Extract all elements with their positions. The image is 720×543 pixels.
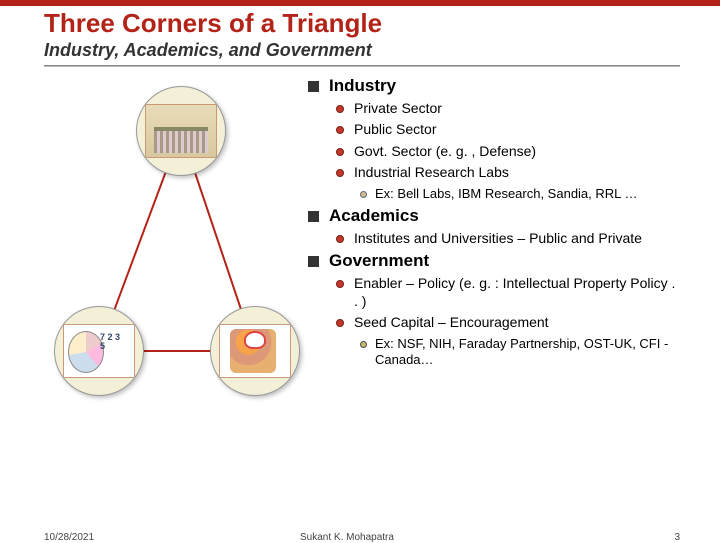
dot-bullet-icon [336, 235, 344, 243]
list-item: Govt. Sector (e. g. , Defense) [336, 143, 680, 161]
section-heading: Government [308, 251, 680, 271]
square-bullet-icon [308, 81, 319, 92]
dot-bullet-icon [336, 126, 344, 134]
list-item: Enabler – Policy (e. g. : Intellectual P… [336, 275, 680, 310]
list-item-label: Seed Capital – Encouragement [354, 314, 549, 332]
dot-bullet-icon [336, 148, 344, 156]
list-item-label: Industrial Research Labs [354, 164, 509, 182]
list-item: Seed Capital – Encouragement [336, 314, 680, 332]
sub-list-item: Ex: Bell Labs, IBM Research, Sandia, RRL… [360, 186, 680, 202]
section-heading: Industry [308, 76, 680, 96]
list-item-label: Enabler – Policy (e. g. : Intellectual P… [354, 275, 680, 310]
dot-bullet-icon [336, 280, 344, 288]
node-industry [136, 86, 226, 176]
list-item-label: Govt. Sector (e. g. , Defense) [354, 143, 536, 161]
sub-list-item: Ex: NSF, NIH, Faraday Partnership, OST-U… [360, 336, 680, 369]
industry-icon [145, 104, 217, 158]
footer-author: Sukant K. Mohapatra [300, 532, 394, 543]
list-item: Private Sector [336, 100, 680, 118]
title-block: Three Corners of a Triangle Industry, Ac… [0, 6, 720, 66]
academics-icon [63, 324, 135, 378]
dot-bullet-icon [360, 191, 367, 198]
list-item-label: Institutes and Universities – Public and… [354, 230, 642, 248]
dot-bullet-icon [336, 319, 344, 327]
section-label: Industry [329, 76, 396, 96]
node-government [210, 306, 300, 396]
section-heading: Academics [308, 206, 680, 226]
list-item-label: Public Sector [354, 121, 436, 139]
section-label: Academics [329, 206, 419, 226]
sub-list-item-label: Ex: NSF, NIH, Faraday Partnership, OST-U… [375, 336, 680, 369]
outline-content: Industry Private Sector Public Sector Govt.… [304, 72, 680, 432]
slide-title: Three Corners of a Triangle [44, 9, 720, 38]
triangle-diagram [44, 72, 304, 432]
government-icon [219, 324, 291, 378]
dot-bullet-icon [336, 105, 344, 113]
list-item: Industrial Research Labs [336, 164, 680, 182]
footer-page-number: 3 [674, 532, 680, 543]
list-item: Institutes and Universities – Public and… [336, 230, 680, 248]
node-academics [54, 306, 144, 396]
slide-body: Industry Private Sector Public Sector Govt.… [0, 66, 720, 432]
slide-subtitle: Industry, Academics, and Government [44, 40, 720, 61]
dot-bullet-icon [360, 341, 367, 348]
sub-list-item-label: Ex: Bell Labs, IBM Research, Sandia, RRL… [375, 186, 638, 202]
footer-date: 10/28/2021 [44, 532, 94, 543]
section-label: Government [329, 251, 429, 271]
square-bullet-icon [308, 256, 319, 267]
list-item: Public Sector [336, 121, 680, 139]
square-bullet-icon [308, 211, 319, 222]
dot-bullet-icon [336, 169, 344, 177]
list-item-label: Private Sector [354, 100, 442, 118]
